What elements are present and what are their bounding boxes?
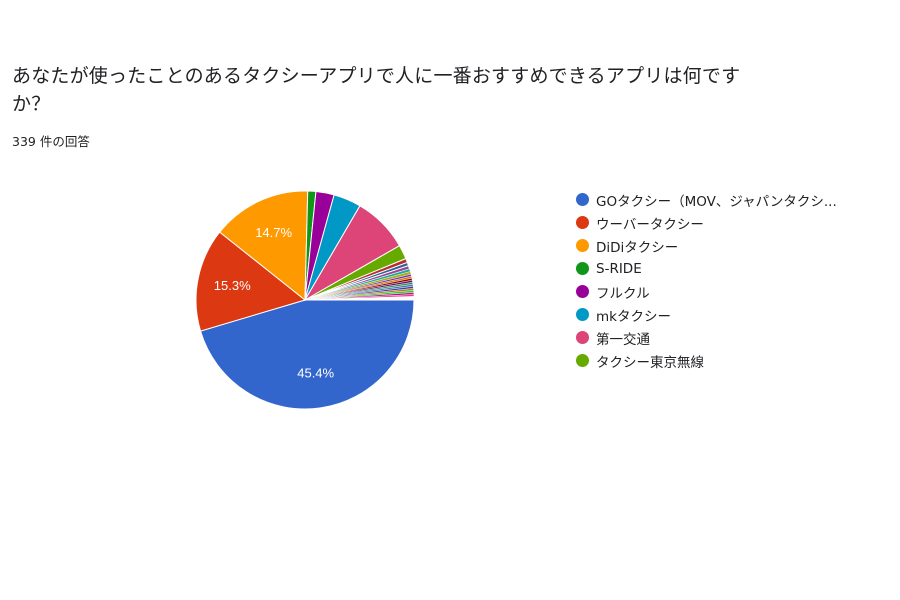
legend-item[interactable]: フルクル xyxy=(576,280,837,303)
slice-percentage-label: 15.3% xyxy=(214,278,251,293)
response-count: 339 件の回答 xyxy=(12,134,90,149)
legend-dot-icon xyxy=(576,239,589,252)
legend-label: DiDiタクシー xyxy=(596,239,679,256)
legend-label: ウーバータクシー xyxy=(596,216,704,233)
legend-label: タクシー東京無線 xyxy=(596,354,704,371)
legend-dot-icon xyxy=(576,216,589,229)
legend-dot-icon xyxy=(576,193,589,206)
legend-item[interactable]: S-RIDE xyxy=(576,257,837,280)
legend-item[interactable]: ウーバータクシー xyxy=(576,211,837,234)
legend-dot-icon xyxy=(576,354,589,367)
pie-slices xyxy=(196,191,414,409)
pie-slice[interactable] xyxy=(196,231,307,332)
pie-slice[interactable] xyxy=(199,299,414,409)
legend-label: mkタクシー xyxy=(596,308,671,325)
legend-label: 第一交通 xyxy=(596,331,650,348)
legend-label: S-RIDE xyxy=(596,260,642,277)
pie-slice[interactable] xyxy=(219,191,309,302)
legend-label: GOタクシー（MOV、ジャパンタクシ... xyxy=(596,193,837,210)
legend-item[interactable]: 第一交通 xyxy=(576,326,837,349)
pie-chart: 45.4% 15.3% 14.7% xyxy=(196,191,414,409)
question-title: あなたが使ったことのあるタクシーアプリで人に一番おすすめできるアプリは何ですか？ xyxy=(12,65,741,115)
legend-dot-icon xyxy=(576,285,589,298)
legend-dot-icon xyxy=(576,331,589,344)
slice-percentage-label: 14.7% xyxy=(255,225,292,240)
legend-label: フルクル xyxy=(596,285,650,302)
legend-item[interactable]: DiDiタクシー xyxy=(576,234,837,257)
chart-legend: GOタクシー（MOV、ジャパンタクシ... ウーバータクシー DiDiタクシー … xyxy=(576,188,837,372)
pie-labels: 45.4% 15.3% 14.7% xyxy=(214,225,335,381)
legend-item[interactable]: タクシー東京無線 xyxy=(576,349,837,372)
legend-item[interactable]: mkタクシー xyxy=(576,303,837,326)
legend-item[interactable]: GOタクシー（MOV、ジャパンタクシ... xyxy=(576,188,837,211)
legend-dot-icon xyxy=(576,262,589,275)
slice-percentage-label: 45.4% xyxy=(297,365,334,380)
legend-dot-icon xyxy=(576,308,589,321)
